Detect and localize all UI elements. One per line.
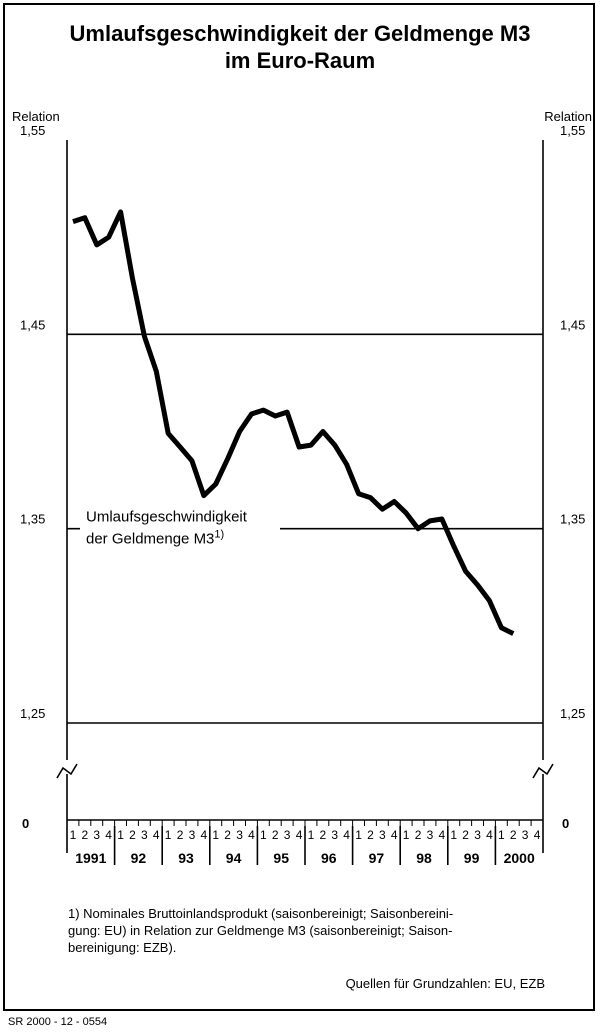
quarter-label: 1	[117, 828, 124, 842]
quarter-label: 4	[201, 828, 208, 842]
quarter-label: 3	[331, 828, 338, 842]
axis-break-left	[56, 763, 78, 779]
quarter-label: 1	[70, 828, 77, 842]
chart-code: SR 2000 - 12 - 0554	[8, 1016, 108, 1028]
quarter-label: 2	[272, 828, 279, 842]
axis-break-right	[532, 763, 554, 779]
y-tick-label-left: 1,25	[20, 706, 45, 721]
quarter-label: 4	[486, 828, 493, 842]
year-label: 97	[369, 850, 385, 866]
quarter-label: 4	[391, 828, 398, 842]
quarter-label: 4	[105, 828, 112, 842]
quarter-label: 2	[320, 828, 327, 842]
quarter-label: 1	[403, 828, 410, 842]
y-tick-label-right: 1,55	[560, 123, 585, 138]
footnote-line-3: bereinigung: EZB).	[68, 940, 177, 955]
y-tick-label-right: 1,25	[560, 706, 585, 721]
footnote-marker: 1)	[214, 529, 224, 541]
y-tick-label-right: 1,45	[560, 317, 585, 332]
y-tick-label-left: 1,35	[20, 512, 45, 527]
footnote-line-1: 1) Nominales Bruttoinlandsprodukt (saiso…	[68, 906, 454, 921]
quarter-label: 4	[296, 828, 303, 842]
quarter-label: 2	[177, 828, 184, 842]
quarter-label: 2	[510, 828, 517, 842]
series-line	[72, 209, 515, 636]
quarter-label: 3	[427, 828, 434, 842]
quarter-label: 3	[189, 828, 196, 842]
year-label: 98	[416, 850, 432, 866]
y-zero-label-right: 0	[562, 816, 569, 831]
y-axis-label-right: Relation	[544, 109, 592, 124]
y-zero-label-left: 0	[22, 816, 29, 831]
quarter-label: 1	[212, 828, 219, 842]
quarter-label: 4	[534, 828, 541, 842]
footnote-line-2: gung: EU) in Relation zur Geldmenge M3 (…	[68, 923, 453, 938]
year-label: 99	[464, 850, 480, 866]
quarter-label: 2	[82, 828, 89, 842]
year-label: 96	[321, 850, 337, 866]
quarter-label: 4	[248, 828, 255, 842]
source-note: Quellen für Grundzahlen: EU, EZB	[345, 976, 545, 991]
year-label: 2000	[504, 850, 535, 866]
quarter-label: 2	[462, 828, 469, 842]
quarter-label: 4	[439, 828, 446, 842]
y-axis-label-left: Relation	[12, 109, 60, 124]
chart-frame	[3, 3, 595, 1011]
quarter-label: 2	[367, 828, 374, 842]
series-annotation-line-2: der Geldmenge M31)	[86, 529, 224, 548]
quarter-label: 1	[165, 828, 172, 842]
chart-title: Umlaufsgeschwindigkeit der Geldmenge M3	[69, 21, 531, 46]
quarter-label: 3	[284, 828, 291, 842]
year-label: 95	[273, 850, 289, 866]
year-label: 94	[226, 850, 242, 866]
quarter-label: 3	[522, 828, 529, 842]
quarter-label: 3	[236, 828, 243, 842]
quarter-label: 1	[260, 828, 267, 842]
y-tick-label-left: 1,55	[20, 123, 45, 138]
series-annotation-line-1: Umlaufsgeschwindigkeit	[86, 509, 248, 526]
annotation-background	[80, 504, 280, 553]
year-label: 92	[131, 850, 147, 866]
quarter-label: 2	[224, 828, 231, 842]
chart-title-block: Umlaufsgeschwindigkeit der Geldmenge M3 …	[0, 20, 600, 74]
year-label: 1991	[75, 850, 106, 866]
y-tick-label-right: 1,35	[560, 512, 585, 527]
quarter-label: 3	[141, 828, 148, 842]
quarter-label: 4	[343, 828, 350, 842]
quarter-label: 3	[379, 828, 386, 842]
y-tick-label-left: 1,45	[20, 317, 45, 332]
quarter-label: 1	[355, 828, 362, 842]
quarter-label: 4	[153, 828, 160, 842]
quarter-label: 2	[129, 828, 136, 842]
quarter-label: 1	[308, 828, 315, 842]
year-label: 93	[178, 850, 194, 866]
quarter-label: 3	[93, 828, 100, 842]
quarter-label: 1	[450, 828, 457, 842]
quarter-label: 2	[415, 828, 422, 842]
footnote: 1) Nominales Bruttoinlandsprodukt (saiso…	[68, 905, 558, 956]
chart-subtitle: im Euro-Raum	[224, 48, 376, 73]
quarter-label: 1	[498, 828, 505, 842]
quarter-label: 3	[474, 828, 481, 842]
